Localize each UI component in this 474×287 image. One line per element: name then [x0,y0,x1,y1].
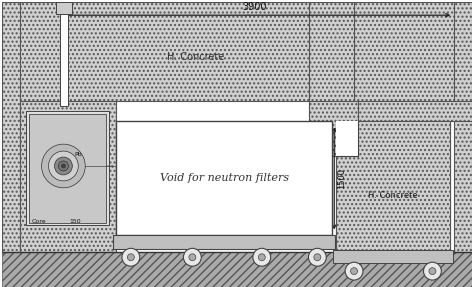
Circle shape [258,254,265,261]
Bar [354,2,472,102]
Circle shape [351,268,357,275]
Bar [56,2,73,14]
Text: Core: Core [32,218,46,224]
Bar [454,2,472,252]
Text: 3900: 3900 [243,2,267,12]
Bar [20,102,116,252]
Circle shape [55,157,73,175]
Text: 1500: 1500 [337,168,346,189]
Text: H. Concrete: H. Concrete [368,191,418,200]
Bar [2,2,310,102]
Bar [2,252,472,287]
Bar [333,250,453,263]
Circle shape [345,262,363,280]
Circle shape [309,248,326,266]
Circle shape [58,161,68,171]
Bar [113,235,335,249]
Bar [310,102,358,156]
Bar [116,121,332,235]
Text: 150: 150 [69,218,81,224]
Bar [2,2,20,252]
Text: Void for neutron filters: Void for neutron filters [160,173,289,183]
Circle shape [62,164,65,168]
Text: H. Concrete: H. Concrete [167,52,224,62]
Circle shape [189,254,196,261]
Circle shape [48,151,78,181]
Circle shape [253,248,271,266]
Circle shape [314,254,321,261]
Circle shape [128,254,134,261]
Bar [358,102,472,121]
Bar [336,121,450,250]
Text: Pb: Pb [74,152,82,157]
Bar [60,2,68,106]
Bar [336,121,450,250]
Circle shape [183,248,201,266]
Circle shape [42,144,85,188]
Bar [336,121,358,156]
Circle shape [423,262,441,280]
Bar [29,115,106,222]
Bar [26,111,109,226]
Circle shape [122,248,140,266]
Bar [310,2,354,156]
Circle shape [429,268,436,275]
